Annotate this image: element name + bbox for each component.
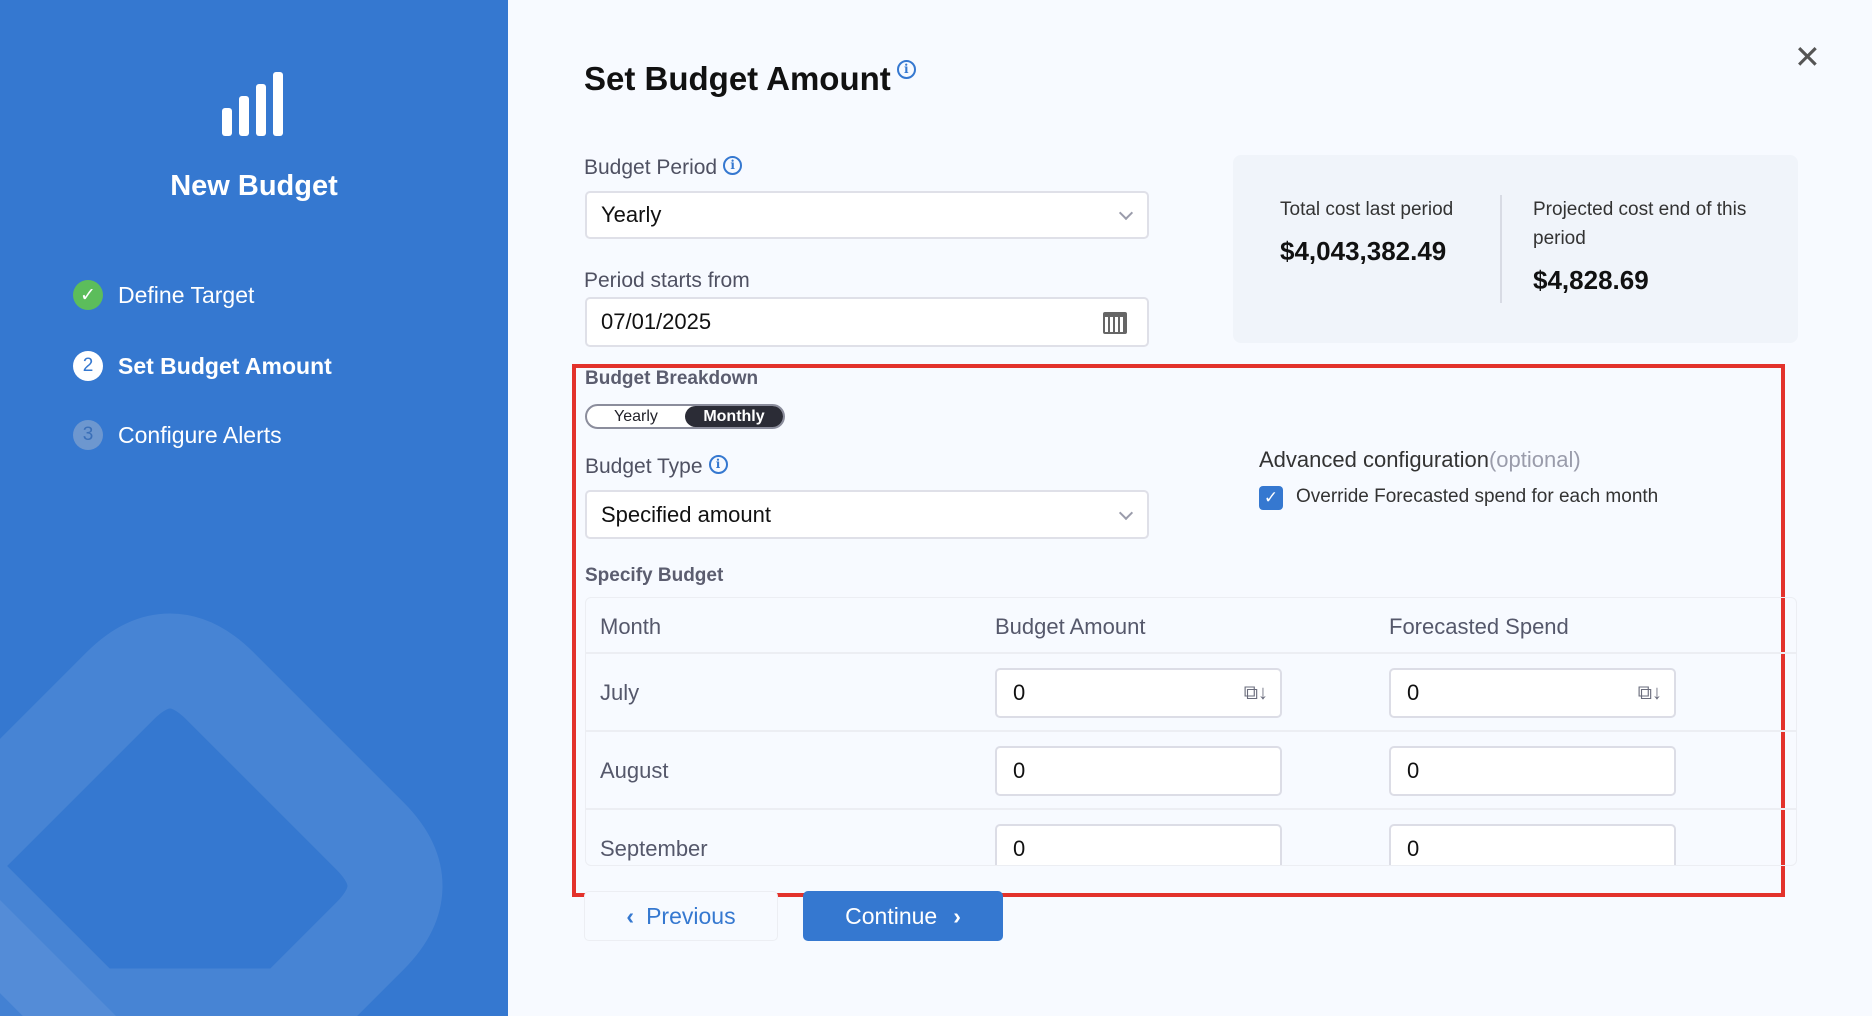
label-text: Budget Type (585, 455, 703, 478)
step-number-icon: 3 (73, 420, 103, 450)
step-define-target[interactable]: ✓ Define Target (73, 280, 254, 310)
input-value: 0 (1013, 758, 1026, 783)
sidebar: New Budget ✓ Define Target 2 Set Budget … (0, 0, 508, 1016)
advanced-config-label: Advanced configuration(optional) (1259, 447, 1581, 473)
step-number-icon: 2 (73, 351, 103, 381)
chevron-down-icon (1118, 505, 1134, 520)
copy-down-icon[interactable]: ⧉↓ (1243, 682, 1268, 704)
override-forecast-checkbox[interactable]: ✓ (1259, 486, 1283, 510)
forecasted-spend-input[interactable]: 0 ⧉↓ (1389, 668, 1676, 718)
info-icon[interactable]: i (896, 60, 916, 79)
month-cell: September (600, 836, 708, 861)
step-configure-alerts[interactable]: 3 Configure Alerts (73, 420, 282, 450)
period-start-input[interactable]: 07/01/2025 (585, 297, 1149, 347)
copy-down-icon[interactable]: ⧉↓ (1637, 682, 1662, 704)
table-header: Month Budget Amount Forecasted Spend (586, 598, 1796, 654)
input-value: 0 (1407, 836, 1420, 861)
projected-value: $4,828.69 (1533, 265, 1649, 295)
step-set-budget-amount[interactable]: 2 Set Budget Amount (73, 351, 332, 381)
budget-type-label: Budget Type i (585, 455, 728, 479)
continue-button[interactable]: Continue › (803, 891, 1003, 941)
toggle-yearly[interactable]: Yearly (614, 408, 658, 425)
select-value: Specified amount (601, 501, 771, 527)
input-value: 0 (1407, 758, 1420, 783)
info-icon[interactable]: i (723, 156, 743, 175)
chevron-right-icon: › (953, 902, 961, 929)
header-forecasted-spend: Forecasted Spend (1389, 614, 1569, 639)
check-circle-icon: ✓ (73, 280, 103, 310)
budget-table: Month Budget Amount Forecasted Spend Jul… (585, 597, 1797, 866)
budget-amount-input[interactable]: 0 (995, 746, 1282, 796)
period-start-label: Period starts from (584, 269, 750, 292)
month-cell: July (600, 680, 640, 705)
chevron-down-icon (1118, 205, 1134, 221)
previous-button[interactable]: ‹ Previous (584, 891, 778, 941)
button-label: Continue (845, 902, 938, 929)
info-icon[interactable]: i (708, 455, 728, 474)
budget-amount-input[interactable]: 0 (995, 824, 1282, 865)
input-value: 0 (1013, 836, 1026, 861)
month-cell: August (600, 758, 669, 783)
specify-budget-label: Specify Budget (585, 565, 724, 586)
toggle-monthly[interactable]: Monthly (685, 406, 783, 427)
label-text: Budget Period (584, 156, 718, 179)
select-value: Yearly (601, 202, 662, 227)
header-month: Month (600, 614, 662, 639)
divider (1500, 195, 1502, 303)
page-title-text: Set Budget Amount (584, 60, 891, 97)
step-label: Define Target (118, 281, 255, 308)
projected-label: Projected cost end of this period (1533, 199, 1747, 249)
budget-period-select[interactable]: Yearly (585, 191, 1149, 239)
breakdown-toggle[interactable]: Yearly Monthly (585, 404, 785, 429)
budget-breakdown-label: Budget Breakdown (585, 368, 759, 389)
forecasted-spend-input[interactable]: 0 (1389, 824, 1676, 865)
forecasted-spend-input[interactable]: 0 (1389, 746, 1676, 796)
label-text: Advanced configuration (1259, 447, 1489, 472)
close-icon[interactable]: ✕ (1794, 39, 1821, 75)
step-label: Set Budget Amount (118, 352, 332, 379)
last-period-value: $4,043,382.49 (1280, 236, 1447, 266)
input-value: 0 (1013, 680, 1026, 705)
decorative-shape (0, 613, 443, 1016)
table-row: August 0 0 (586, 732, 1796, 810)
budget-period-label: Budget Period i (584, 156, 743, 180)
bar-chart-icon (222, 72, 284, 136)
budget-type-select[interactable]: Specified amount (585, 490, 1149, 539)
input-value: 07/01/2025 (601, 309, 712, 334)
last-period-label: Total cost last period (1280, 199, 1454, 220)
cost-summary-card: Total cost last period $4,043,382.49 Proj… (1233, 155, 1798, 343)
table-row: September 0 0 (586, 810, 1796, 865)
calendar-icon[interactable] (1103, 312, 1127, 334)
wizard-title: New Budget (170, 170, 338, 202)
step-label: Configure Alerts (118, 421, 282, 448)
chevron-left-icon: ‹ (626, 902, 635, 929)
highlight-box (572, 364, 1785, 897)
page-title: Set Budget Amount i (584, 60, 916, 98)
optional-text: (optional) (1488, 447, 1581, 472)
button-label: Previous (646, 902, 736, 929)
budget-amount-input[interactable]: 0 ⧉↓ (995, 668, 1282, 718)
override-forecast-label: Override Forecasted spend for each month (1296, 486, 1659, 507)
header-budget-amount: Budget Amount (995, 614, 1146, 639)
input-value: 0 (1407, 680, 1420, 705)
table-row: July 0 ⧉↓ 0 ⧉↓ (586, 654, 1796, 732)
